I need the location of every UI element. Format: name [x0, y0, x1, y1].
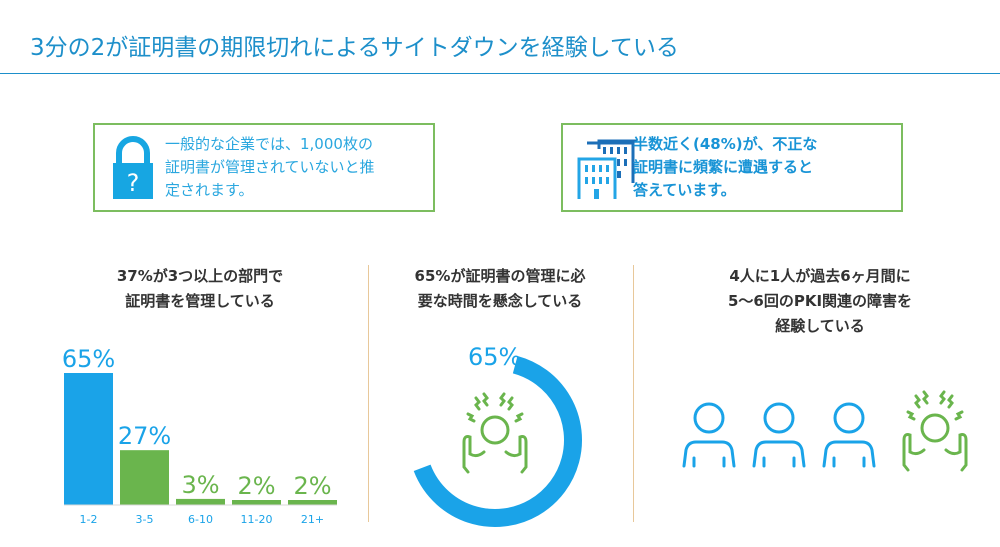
title-divider [0, 73, 1000, 74]
stressed-person-icon [902, 390, 968, 472]
stressed-person-icon [462, 392, 528, 474]
bar-value-label: 2% [237, 472, 275, 500]
bar-11-20 [232, 500, 281, 505]
time-concern-percent: 65% [468, 343, 522, 371]
people-row [682, 390, 968, 472]
heading-line: 37%が3つ以上の部門で [116, 267, 284, 285]
unmanaged-certificates-card: ? 一般的な企業では、1,000枚の 証明書が管理されていないと推 定されます。 [93, 123, 435, 212]
section-heading-outages: 4人に1人が過去6ヶ月間に 5〜6回のPKI関連の障害を 経験している [680, 264, 960, 339]
section-divider [633, 265, 634, 522]
category-label: 6-10 [188, 513, 213, 526]
section-divider [368, 265, 369, 522]
time-concern-donut [408, 353, 582, 527]
heading-line: 証明書を管理している [125, 292, 275, 310]
bar-1-2 [64, 373, 113, 505]
category-label: 21+ [301, 513, 324, 526]
svg-text:?: ? [127, 169, 140, 197]
card-line: 一般的な企業では、1,000枚の [165, 135, 373, 153]
bar-3-5 [120, 450, 169, 505]
category-label: 1-2 [80, 513, 98, 526]
rogue-certificates-card: 半数近く(48%)が、不正な 証明書に頻繁に遭遇すると 答えています。 [561, 123, 903, 212]
bar-value-label: 27% [118, 422, 171, 450]
bar-21+ [288, 500, 337, 505]
heading-line: 5〜6回のPKI関連の障害を [727, 292, 913, 310]
padlock-question-icon: ? [113, 136, 153, 199]
departments-bar-chart: 65% 1-2 27% 3-5 3% 6-10 2% 11-20 2% 21+ [62, 345, 337, 526]
person-icon [682, 402, 736, 468]
card-text: 半数近く(48%)が、不正な 証明書に頻繁に遭遇すると 答えています。 [633, 133, 817, 202]
heading-line: 4人に1人が過去6ヶ月間に [729, 267, 911, 285]
card-line: 証明書に頻繁に遭遇すると [633, 158, 814, 176]
heading-line: 経験している [775, 317, 865, 335]
bar-value-label: 3% [181, 471, 219, 499]
bar-value-label: 2% [293, 472, 331, 500]
person-icon [822, 402, 876, 468]
bar-value-label: 65% [62, 345, 115, 373]
heading-line: 65%が証明書の管理に必 [414, 267, 586, 285]
card-line: 証明書が管理されていないと推 [165, 158, 375, 176]
page-title: 3分の2が証明書の期限切れによるサイトダウンを経験している [30, 35, 679, 61]
category-label: 3-5 [136, 513, 154, 526]
bar-6-10 [176, 498, 225, 505]
donut-arc [408, 353, 582, 527]
card-line: 半数近く(48%)が、不正な [633, 135, 818, 153]
section-heading-time-concern: 65%が証明書の管理に必 要な時間を懸念している [380, 264, 620, 314]
section-heading-departments: 37%が3つ以上の部門で 証明書を管理している [80, 264, 320, 314]
card-text: 一般的な企業では、1,000枚の 証明書が管理されていないと推 定されます。 [165, 133, 375, 202]
office-buildings-icon [577, 139, 637, 199]
category-label: 11-20 [241, 513, 273, 526]
card-line: 定されます。 [165, 181, 254, 199]
person-icon [752, 402, 806, 468]
card-line: 答えています。 [633, 181, 736, 199]
heading-line: 要な時間を懸念している [417, 292, 583, 310]
